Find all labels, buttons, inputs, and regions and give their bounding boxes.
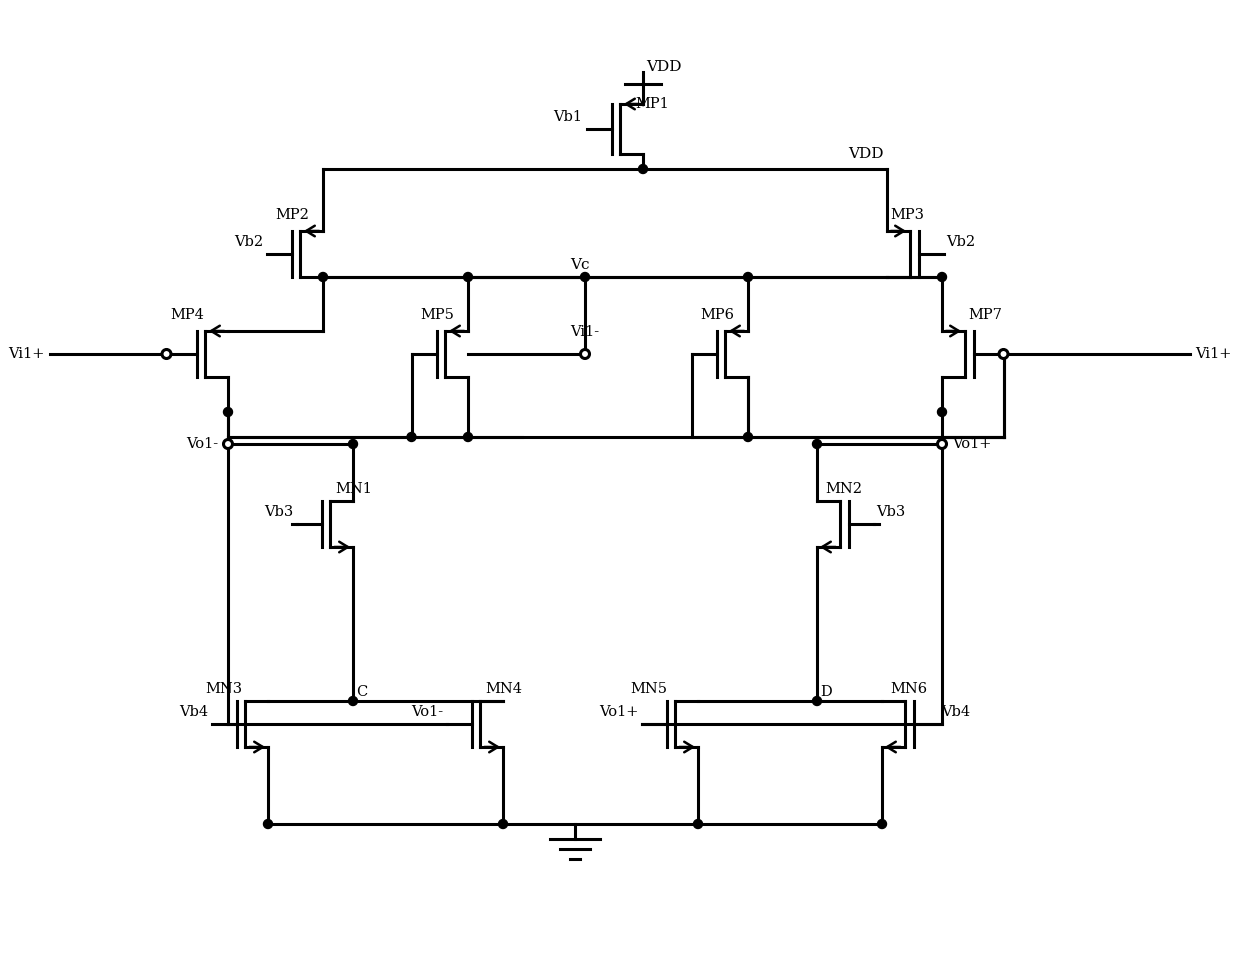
Circle shape [263, 820, 273, 829]
Circle shape [937, 439, 946, 449]
Text: Vo1+: Vo1+ [599, 705, 639, 719]
Text: Vb1: Vb1 [553, 110, 583, 124]
Text: Vc: Vc [570, 258, 590, 272]
Text: D: D [820, 685, 832, 699]
Circle shape [744, 433, 753, 441]
Text: MP5: MP5 [420, 308, 454, 322]
Text: C: C [356, 685, 367, 699]
Text: MP2: MP2 [275, 208, 309, 222]
Circle shape [348, 439, 357, 449]
Text: Vb3: Vb3 [877, 505, 905, 519]
Circle shape [744, 272, 753, 282]
Text: Vi1+: Vi1+ [9, 347, 45, 361]
Text: MP4: MP4 [170, 308, 203, 322]
Circle shape [498, 820, 507, 829]
Circle shape [223, 408, 233, 416]
Circle shape [693, 820, 703, 829]
Circle shape [937, 439, 946, 449]
Circle shape [580, 349, 589, 359]
Circle shape [464, 433, 472, 441]
Circle shape [162, 349, 171, 359]
Circle shape [937, 272, 946, 282]
Text: Vi1-: Vi1- [570, 325, 600, 339]
Circle shape [348, 696, 357, 706]
Circle shape [319, 272, 327, 282]
Text: Vo1+: Vo1+ [952, 437, 991, 451]
Text: Vb2: Vb2 [234, 235, 263, 249]
Text: MN6: MN6 [890, 682, 928, 696]
Text: Vb3: Vb3 [264, 505, 294, 519]
Circle shape [223, 439, 233, 449]
Circle shape [580, 272, 589, 282]
Circle shape [937, 408, 946, 416]
Circle shape [407, 433, 415, 441]
Text: MP6: MP6 [701, 308, 734, 322]
Text: Vb2: Vb2 [946, 235, 976, 249]
Text: MN5: MN5 [630, 682, 667, 696]
Text: MP3: MP3 [890, 208, 924, 222]
Circle shape [878, 820, 887, 829]
Text: MP7: MP7 [968, 308, 1002, 322]
Text: Vb4: Vb4 [180, 705, 208, 719]
Circle shape [812, 439, 821, 449]
Text: Vo1-: Vo1- [186, 437, 218, 451]
Text: MN1: MN1 [335, 482, 372, 496]
Circle shape [999, 349, 1008, 359]
Circle shape [639, 165, 647, 174]
Text: MN2: MN2 [825, 482, 862, 496]
Circle shape [812, 696, 821, 706]
Text: MP1: MP1 [635, 97, 668, 111]
Circle shape [223, 439, 233, 449]
Circle shape [464, 272, 472, 282]
Text: Vi1+: Vi1+ [1195, 347, 1231, 361]
Text: VDD: VDD [848, 147, 884, 161]
Text: Vb4: Vb4 [941, 705, 971, 719]
Text: MN3: MN3 [205, 682, 242, 696]
Text: Vo1-: Vo1- [412, 705, 444, 719]
Text: MN4: MN4 [485, 682, 522, 696]
Text: VDD: VDD [646, 60, 682, 74]
